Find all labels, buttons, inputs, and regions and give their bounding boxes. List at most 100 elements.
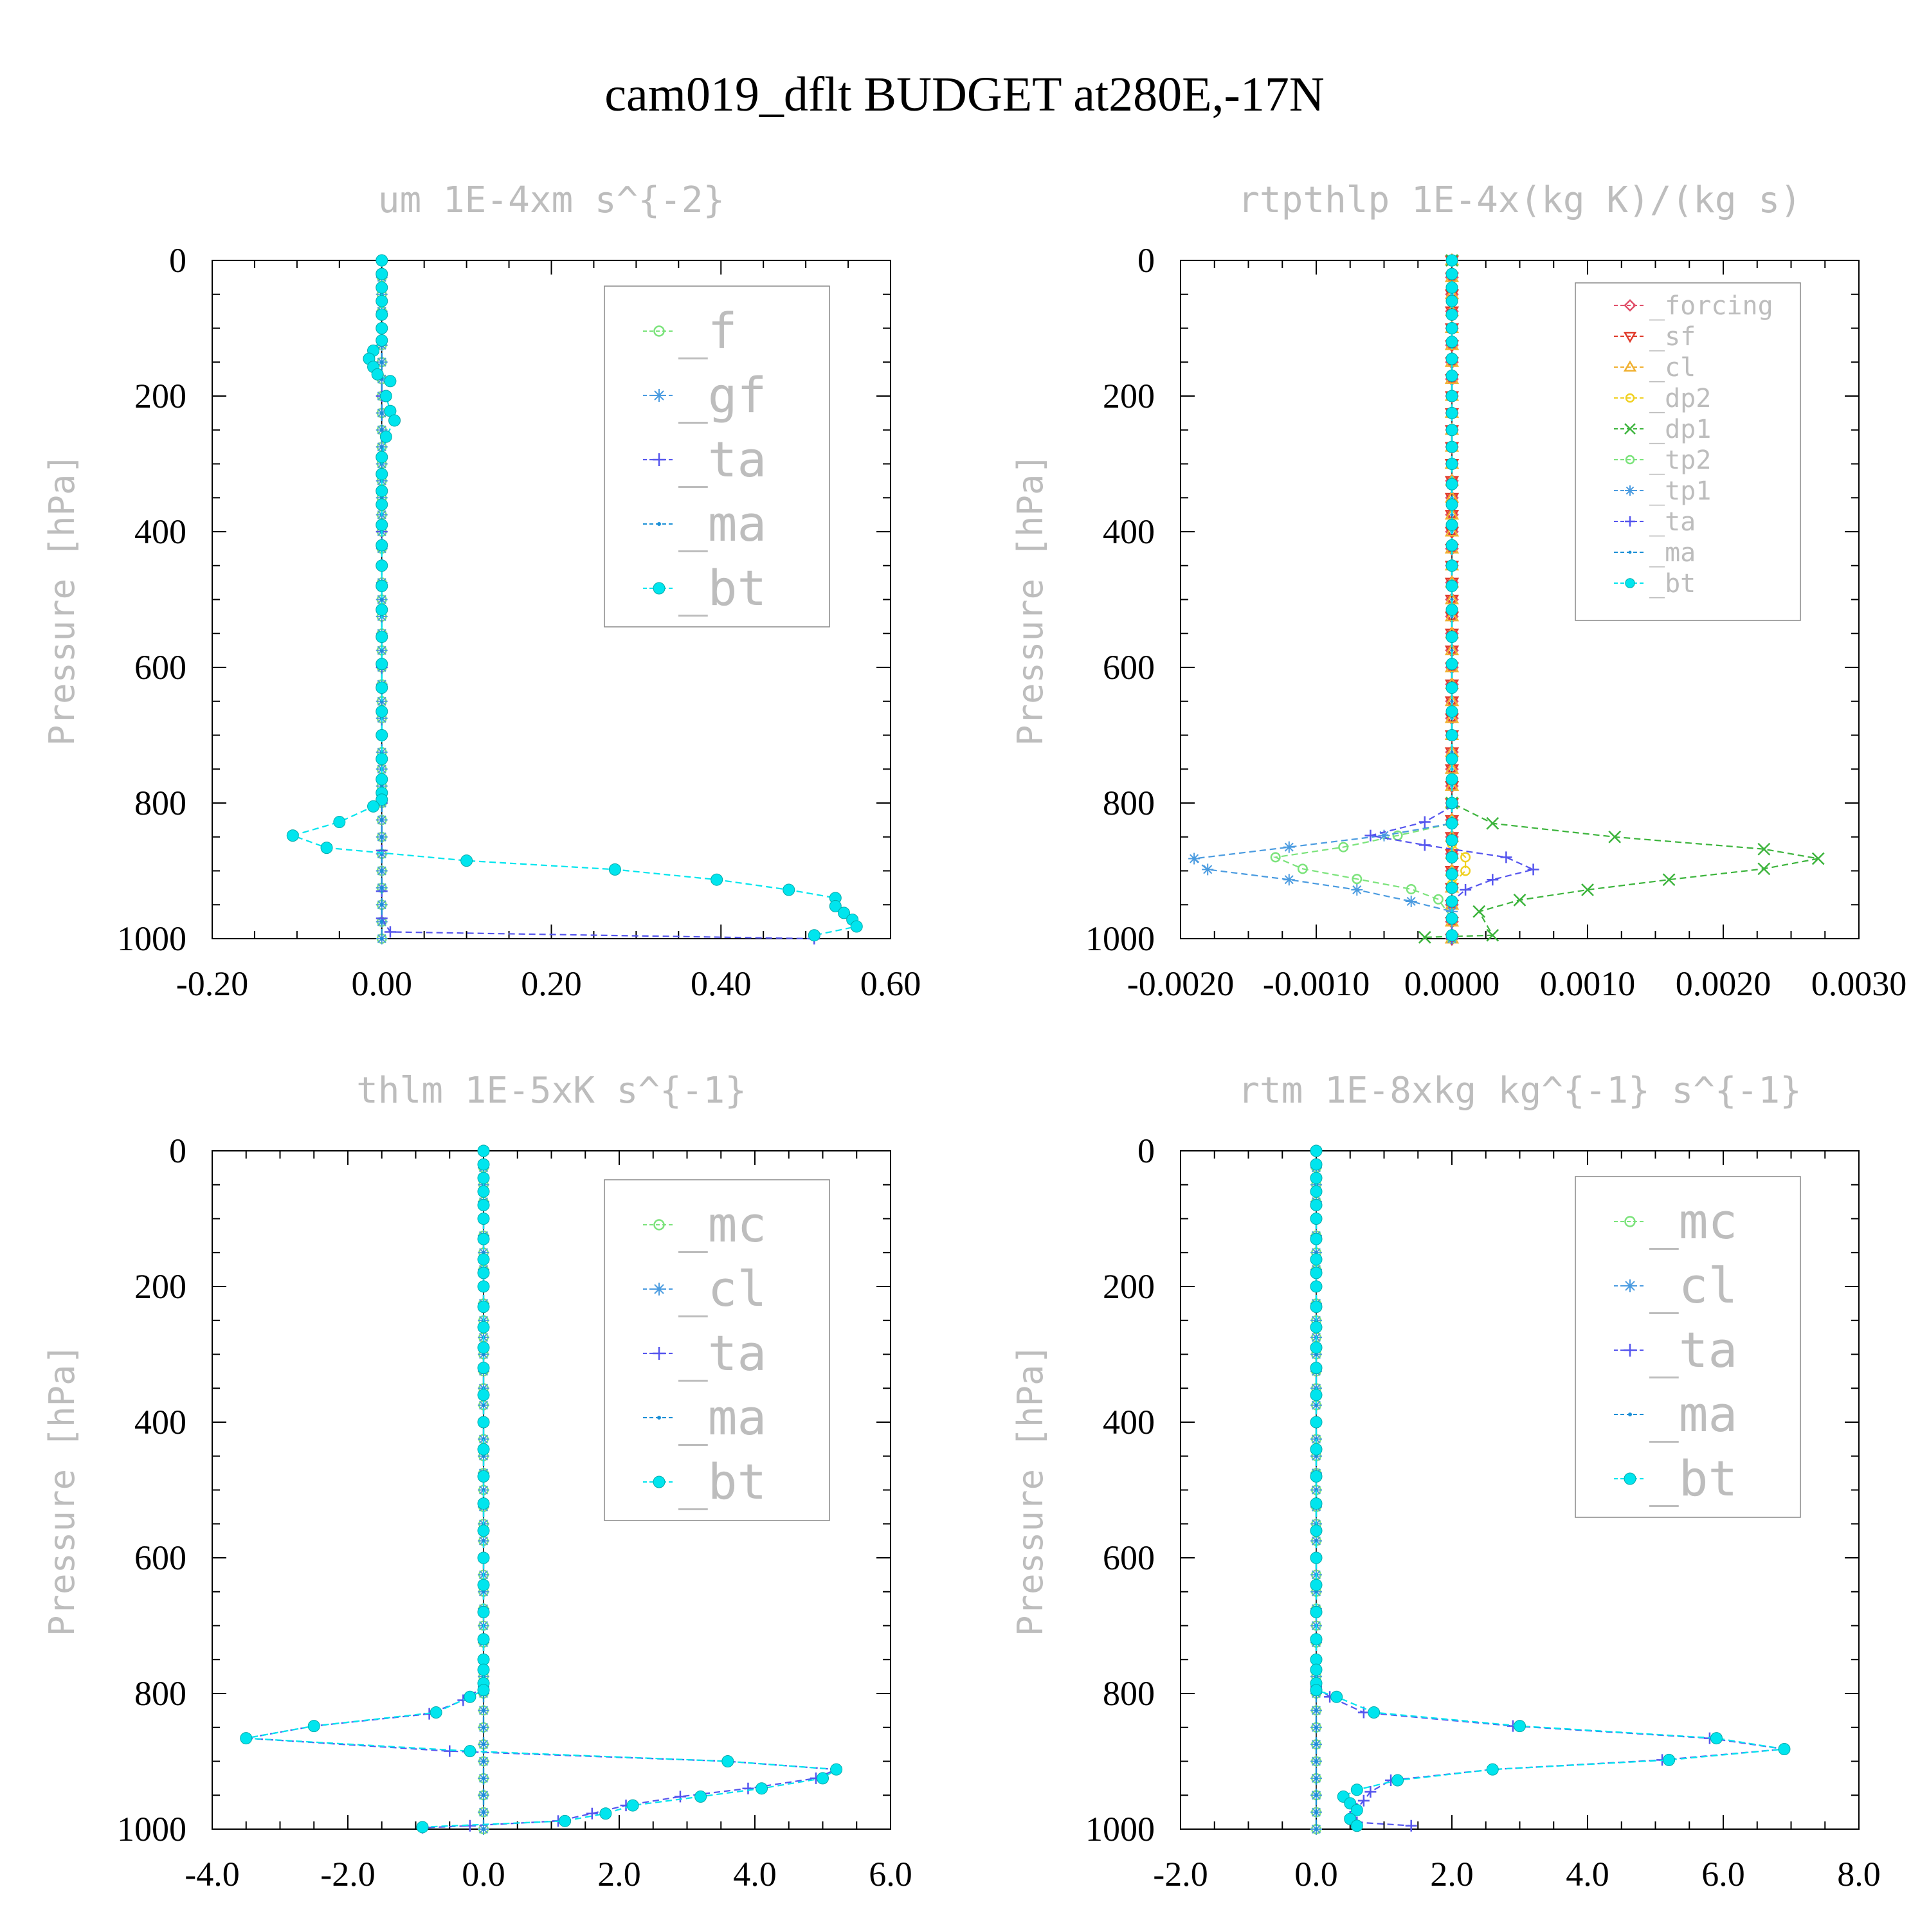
- data-point: [1310, 1171, 1323, 1184]
- data-point: [829, 899, 842, 912]
- data-point: [1310, 1524, 1323, 1537]
- data-point: [1445, 559, 1458, 572]
- data-point: [380, 937, 384, 941]
- y-tick-label: 200: [1103, 377, 1155, 415]
- data-point: [376, 451, 388, 464]
- legend-marker: [1628, 550, 1632, 554]
- data-point: [1350, 1803, 1363, 1816]
- data-point: [376, 254, 388, 267]
- data-point: [1314, 1810, 1318, 1814]
- data-point: [1314, 1539, 1318, 1543]
- data-point: [477, 1605, 490, 1618]
- data-point: [1310, 1684, 1323, 1697]
- data-point: [1433, 894, 1444, 905]
- data-point: [1445, 773, 1458, 786]
- legend-label: _tp1: [1649, 476, 1711, 506]
- data-point: [376, 793, 388, 806]
- data-point: [384, 375, 397, 388]
- data-point: [477, 1551, 490, 1564]
- data-point: [1405, 1819, 1417, 1832]
- legend-box: [604, 285, 830, 627]
- data-point: [482, 1708, 485, 1713]
- data-point: [1445, 631, 1458, 644]
- data-point: [376, 539, 388, 552]
- data-point: [1486, 817, 1499, 830]
- data-point: [1445, 478, 1458, 491]
- data-point: [1418, 816, 1431, 828]
- y-tick-label: 400: [1103, 1403, 1155, 1441]
- data-point: [1662, 873, 1676, 887]
- data-point: [1445, 498, 1458, 511]
- data-point: [477, 1653, 490, 1666]
- data-point: [711, 873, 723, 886]
- data-point: [464, 1690, 476, 1703]
- data-point: [482, 1742, 485, 1746]
- data-point: [1445, 458, 1458, 470]
- legend-label: _bt: [678, 559, 766, 617]
- legend-box: [1575, 1176, 1801, 1518]
- data-point: [1460, 852, 1471, 863]
- legend-marker: [1625, 393, 1635, 403]
- legend-label: _sf: [1649, 322, 1696, 352]
- x-tick-label: 2.0: [597, 1855, 641, 1893]
- legend-box: [1575, 282, 1801, 621]
- data-point: [1778, 1743, 1791, 1756]
- legend-label: _ma: [1649, 1386, 1737, 1443]
- data-point: [1310, 1267, 1323, 1279]
- data-point: [477, 1578, 490, 1591]
- data-point: [1450, 700, 1454, 703]
- data-point: [1450, 512, 1454, 517]
- data-point: [1283, 841, 1295, 853]
- legend-marker: [1623, 332, 1637, 343]
- data-point: [674, 1791, 686, 1803]
- legend-label: _ta: [1649, 507, 1696, 537]
- data-point: [477, 1280, 490, 1293]
- legend-box: [604, 1179, 830, 1521]
- y-axis-title: Pressure [hPa]: [1010, 453, 1051, 746]
- data-point: [477, 1171, 490, 1184]
- data-point: [1357, 1794, 1370, 1807]
- data-point: [380, 700, 384, 703]
- data-point: [1445, 682, 1458, 694]
- x-tick-label: 2.0: [1430, 1855, 1474, 1893]
- data-point: [1310, 1185, 1323, 1198]
- data-point: [1450, 648, 1454, 653]
- legend-marker: [653, 325, 665, 337]
- data-point: [1445, 390, 1458, 402]
- data-point: [376, 498, 388, 511]
- data-point: [1450, 597, 1454, 602]
- data-point: [1513, 893, 1526, 907]
- x-tick-label: 0.0020: [1676, 964, 1771, 1003]
- legend-marker: [657, 1416, 661, 1420]
- y-tick-label: 800: [1103, 784, 1155, 822]
- data-point: [380, 919, 384, 924]
- legend-label: _forcing: [1649, 291, 1773, 321]
- data-point: [1445, 369, 1458, 382]
- data-point: [1391, 1774, 1404, 1787]
- data-point: [1445, 868, 1458, 881]
- y-tick-label: 400: [134, 512, 186, 551]
- data-point: [1310, 1198, 1323, 1211]
- legend-marker: [657, 522, 661, 526]
- legend-label: _tp2: [1649, 446, 1711, 475]
- data-point: [376, 334, 388, 347]
- legend: _forcing_sf_cl_dp2_dp1_tp2_tp1_ta_ma_bt: [1575, 282, 1801, 621]
- data-point: [694, 1790, 707, 1803]
- data-point: [477, 1663, 490, 1676]
- data-point: [376, 705, 388, 718]
- data-point: [1486, 1763, 1499, 1776]
- data-point: [380, 428, 384, 432]
- data-point: [1445, 294, 1458, 307]
- y-tick-label: 0: [1137, 1132, 1155, 1170]
- legend-label: _ma: [678, 495, 766, 552]
- data-point: [477, 1232, 490, 1245]
- data-point: [1445, 322, 1458, 334]
- data-point: [477, 1416, 490, 1429]
- data-point: [1297, 863, 1308, 874]
- data-point: [1310, 1633, 1323, 1646]
- data-point: [380, 903, 384, 907]
- data-point: [599, 1807, 612, 1820]
- data-point: [1283, 874, 1295, 886]
- data-point: [1445, 579, 1458, 592]
